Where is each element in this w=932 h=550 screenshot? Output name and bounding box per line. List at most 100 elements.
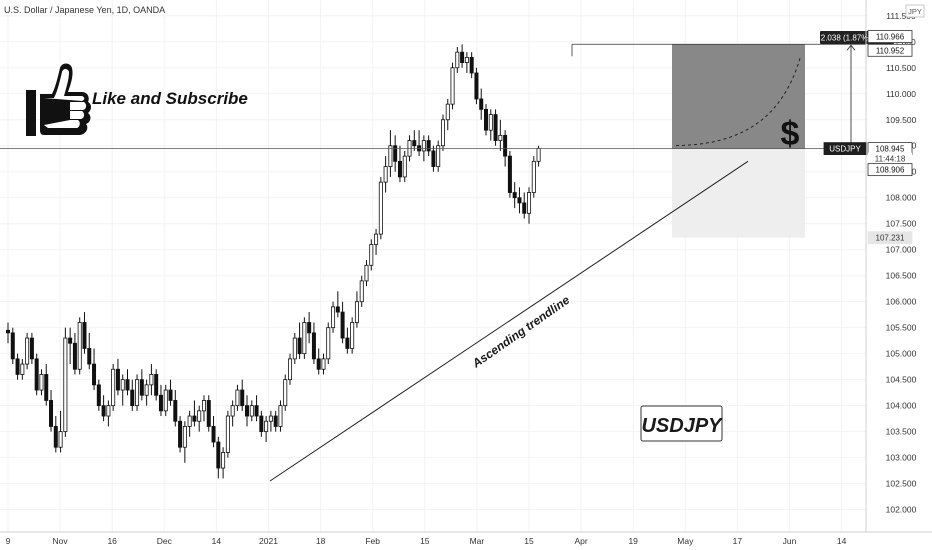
candle-body bbox=[230, 405, 235, 417]
candle-body bbox=[397, 160, 402, 178]
candle-body bbox=[316, 358, 321, 370]
candle-body bbox=[450, 67, 455, 105]
candle-body bbox=[307, 322, 312, 334]
candle-body bbox=[264, 420, 269, 433]
price-tag-label: 108.945 bbox=[876, 145, 905, 154]
candle-body bbox=[278, 405, 283, 427]
candle-body bbox=[144, 384, 149, 396]
y-tick-label: 104.500 bbox=[886, 375, 917, 385]
candle-body bbox=[503, 134, 508, 157]
candle-body bbox=[283, 379, 288, 407]
candle-body bbox=[354, 301, 359, 323]
candle-body bbox=[507, 155, 512, 193]
candle-body bbox=[249, 405, 254, 417]
candle-body bbox=[192, 415, 197, 422]
price-tag-box bbox=[867, 43, 913, 57]
y-tick-label: 102.500 bbox=[886, 479, 917, 489]
x-tick-label: 9 bbox=[6, 536, 11, 546]
candle-body bbox=[34, 358, 39, 391]
stop-loss-zone[interactable] bbox=[672, 148, 805, 238]
currency-label-box bbox=[905, 4, 925, 18]
candle-body bbox=[244, 405, 249, 417]
candle-body bbox=[158, 394, 163, 412]
candle-body bbox=[426, 140, 431, 152]
candle-body bbox=[206, 400, 211, 427]
x-tick-label: 15 bbox=[524, 536, 534, 546]
candle-body bbox=[388, 145, 393, 167]
candle-body bbox=[125, 379, 130, 391]
candle-body bbox=[421, 140, 426, 152]
candle-body bbox=[96, 384, 101, 407]
price-tag-box bbox=[867, 231, 913, 245]
x-tick-label: May bbox=[677, 536, 694, 546]
x-tick-label: 15 bbox=[420, 536, 430, 546]
candle-body bbox=[254, 405, 259, 417]
candle-body bbox=[25, 337, 30, 365]
price-tag-label: 108.906 bbox=[876, 166, 905, 175]
candle-body bbox=[488, 114, 493, 131]
candle-body bbox=[345, 337, 350, 349]
candle-body bbox=[512, 192, 517, 199]
x-tick-label: 14 bbox=[837, 536, 847, 546]
candle-body bbox=[221, 452, 226, 469]
dollar-sign-text: $ bbox=[781, 115, 800, 153]
price-tag-box bbox=[867, 30, 913, 43]
candle-body bbox=[178, 420, 183, 448]
candle-body bbox=[297, 337, 302, 355]
candle-body bbox=[350, 322, 355, 349]
candle-body bbox=[10, 332, 15, 360]
candle-body bbox=[292, 337, 297, 360]
candle-body bbox=[187, 415, 192, 427]
candle-body bbox=[216, 441, 221, 469]
y-tick-label: 110.500 bbox=[886, 63, 916, 73]
candle-body bbox=[154, 374, 159, 396]
x-tick-label: Apr bbox=[574, 536, 587, 546]
y-tick-label: 102.000 bbox=[886, 505, 917, 515]
x-tick-label: 14 bbox=[212, 536, 222, 546]
y-tick-label: 103.000 bbox=[886, 453, 917, 463]
x-tick-label: 19 bbox=[628, 536, 638, 546]
candle-body bbox=[517, 197, 522, 204]
candle-body bbox=[378, 181, 383, 235]
candle-body bbox=[58, 431, 63, 448]
chart-header-title: U.S. Dollar / Japanese Yen, 1D, OANDA bbox=[4, 5, 165, 15]
candle-body bbox=[168, 389, 173, 401]
y-tick-label: 103.500 bbox=[886, 427, 917, 437]
candle-body bbox=[63, 337, 68, 433]
ascending-trendline[interactable] bbox=[269, 160, 749, 482]
x-tick-label: 2021 bbox=[259, 536, 278, 546]
candle-body bbox=[135, 379, 140, 407]
price-tag-label: 107.231 bbox=[876, 234, 905, 243]
candle-body bbox=[483, 108, 488, 131]
candle-body bbox=[273, 415, 278, 427]
candle-body bbox=[240, 389, 245, 407]
price-tag-label: 11:44:18 bbox=[875, 155, 906, 164]
candle-body bbox=[68, 337, 73, 344]
candle-body bbox=[498, 134, 503, 141]
y-tick-label: 109.500 bbox=[886, 115, 917, 125]
like-subscribe-text: Like and Subscribe bbox=[92, 89, 248, 108]
y-tick-label: 107.500 bbox=[886, 219, 917, 229]
y-tick-label: 105.000 bbox=[886, 349, 917, 359]
candle-body bbox=[259, 415, 264, 433]
candle-body bbox=[288, 358, 293, 381]
candle-body bbox=[106, 405, 111, 417]
measure-arrow bbox=[846, 44, 856, 149]
y-tick-label: 108.000 bbox=[886, 193, 917, 203]
symbol-badge bbox=[640, 405, 723, 442]
x-tick-label: 17 bbox=[733, 536, 743, 546]
candle-body bbox=[44, 374, 49, 401]
candle-body bbox=[445, 103, 450, 121]
symbol-badge-text: USDJPY bbox=[641, 415, 723, 437]
candle-body bbox=[321, 358, 326, 370]
candle-body bbox=[364, 264, 369, 282]
candle-body bbox=[82, 322, 87, 349]
measure-label: 2.038 (1.87%) 203.8 bbox=[821, 34, 894, 43]
candle-body bbox=[115, 368, 120, 391]
time-axis[interactable]: 9 Nov 16 Dec 14 2021 18 Feb 15 Mar 15 Apr 19 May 17 Jun… bbox=[6, 536, 847, 546]
candle-body bbox=[101, 405, 106, 417]
x-tick-label: Mar bbox=[470, 536, 485, 546]
candle-body bbox=[15, 358, 20, 375]
y-tick-label: 107.000 bbox=[886, 245, 917, 255]
